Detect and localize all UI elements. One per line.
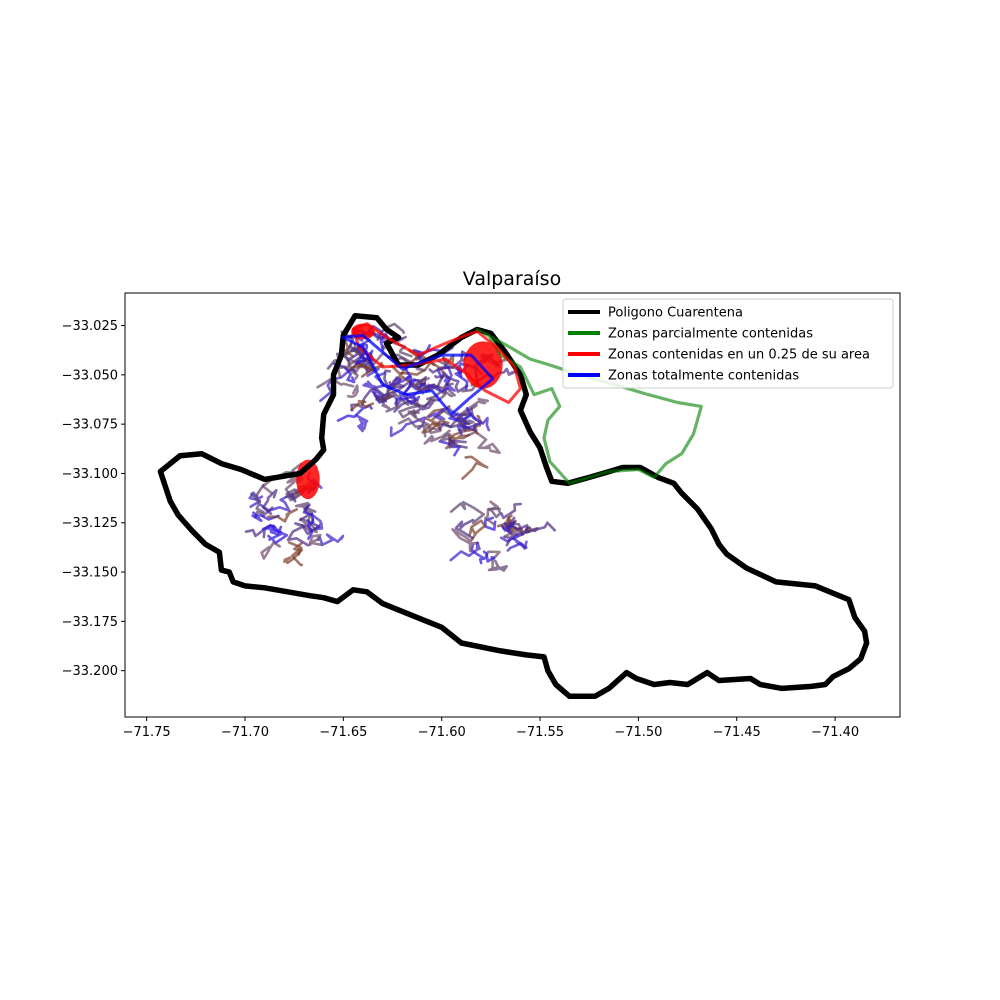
y-tick-label: −33.200	[62, 664, 118, 679]
zone-outline	[416, 375, 444, 393]
zone-outline	[454, 518, 475, 540]
zone-outline	[250, 483, 265, 514]
zone-outline	[251, 511, 280, 522]
zone-outline	[448, 438, 468, 449]
zone-outline	[407, 410, 442, 435]
zone-outline	[254, 506, 274, 519]
zone-outline	[286, 522, 312, 547]
zone-outline	[501, 520, 516, 534]
zone-outline	[448, 407, 473, 426]
zone-outline	[484, 500, 500, 525]
zone-outline	[449, 541, 481, 562]
zone-outline	[260, 541, 281, 560]
zone-outline	[390, 360, 446, 376]
zone-outline	[451, 528, 480, 553]
zone-outline	[482, 550, 495, 563]
zone-outline	[317, 533, 345, 547]
zone-outline	[283, 542, 304, 565]
zone-outline	[386, 353, 426, 372]
zone-outline	[398, 378, 421, 405]
zone-outline	[355, 414, 369, 433]
x-tick-label: −71.75	[123, 725, 171, 740]
zone-outline	[434, 374, 469, 393]
plot-frame	[124, 292, 901, 718]
x-tick-label: −71.65	[319, 725, 367, 740]
zone-outline	[470, 544, 486, 565]
y-tick-label: −33.175	[62, 615, 118, 630]
zone-outline	[397, 417, 428, 438]
zone-outline	[398, 398, 421, 419]
zone-outline	[487, 559, 508, 572]
zone-outline	[375, 369, 391, 403]
zone-outline	[316, 377, 355, 389]
zone-outline	[456, 416, 491, 436]
x-tick-label: −71.55	[516, 725, 564, 740]
zone-outline	[261, 523, 283, 536]
series-line-zonas-totales	[341, 333, 495, 416]
zone-outline	[307, 512, 315, 540]
zone-outline	[389, 416, 426, 438]
y-tick-label: −33.150	[62, 566, 118, 581]
chart-title: Valparaíso	[463, 268, 561, 290]
legend-label: Zonas totalmente contenidas	[608, 369, 799, 384]
legend-label: Zonas contenidas en un 0.25 de su area	[608, 348, 870, 363]
zone-outline	[261, 488, 278, 515]
zone-outline	[464, 430, 501, 454]
y-tick-label: −33.075	[62, 418, 118, 433]
zone-outline	[412, 348, 429, 366]
zone-outline	[346, 384, 359, 399]
zone-outline	[461, 455, 489, 480]
zone-outline	[468, 519, 487, 541]
x-tick-label: −71.50	[614, 725, 662, 740]
zone-outline	[393, 399, 436, 416]
y-tick-label: −33.025	[62, 319, 118, 334]
series-layer	[157, 312, 870, 700]
y-axis: −33.025 −33.050 −33.075 −33.100 −33.125 −33.1…	[62, 319, 125, 679]
zone-outline	[438, 421, 478, 432]
zone-outline	[426, 385, 454, 402]
zone-outline	[287, 541, 304, 567]
zone-outline	[449, 500, 485, 525]
zone-outline	[267, 508, 298, 523]
y-tick-label: −33.100	[62, 467, 118, 482]
legend-box	[562, 298, 894, 389]
x-axis: −71.75 −71.70 −71.65 −71.60 −71.55 −71.50 −71.…	[123, 717, 859, 740]
zone-outline	[500, 502, 522, 520]
x-tick-label: −71.70	[221, 725, 269, 740]
legend: Poligono Cuarentena Zonas parcialmente co…	[562, 298, 894, 389]
zone-outline	[308, 533, 323, 547]
series-line-poligono-cuarentena	[157, 312, 870, 700]
zone-outline	[423, 429, 451, 445]
zone-outline	[285, 488, 305, 502]
x-tick-label: −71.60	[418, 725, 466, 740]
y-tick-label: −33.125	[62, 516, 118, 531]
zone-outline	[499, 532, 528, 549]
zone-outline	[350, 399, 375, 411]
zone-outline	[428, 408, 446, 421]
legend-label: Zonas parcialmente contenidas	[608, 327, 813, 342]
zone-outline	[302, 504, 324, 531]
y-tick-label: −33.050	[62, 368, 118, 383]
zone-outline	[427, 364, 456, 393]
legend-label: Poligono Cuarentena	[608, 306, 743, 321]
zone-outline	[303, 519, 318, 534]
x-tick-label: −71.45	[713, 725, 761, 740]
zone-outline	[409, 377, 430, 395]
zone-outline	[386, 374, 412, 389]
zone-outline	[355, 349, 374, 366]
x-tick-label: −71.40	[811, 725, 859, 740]
